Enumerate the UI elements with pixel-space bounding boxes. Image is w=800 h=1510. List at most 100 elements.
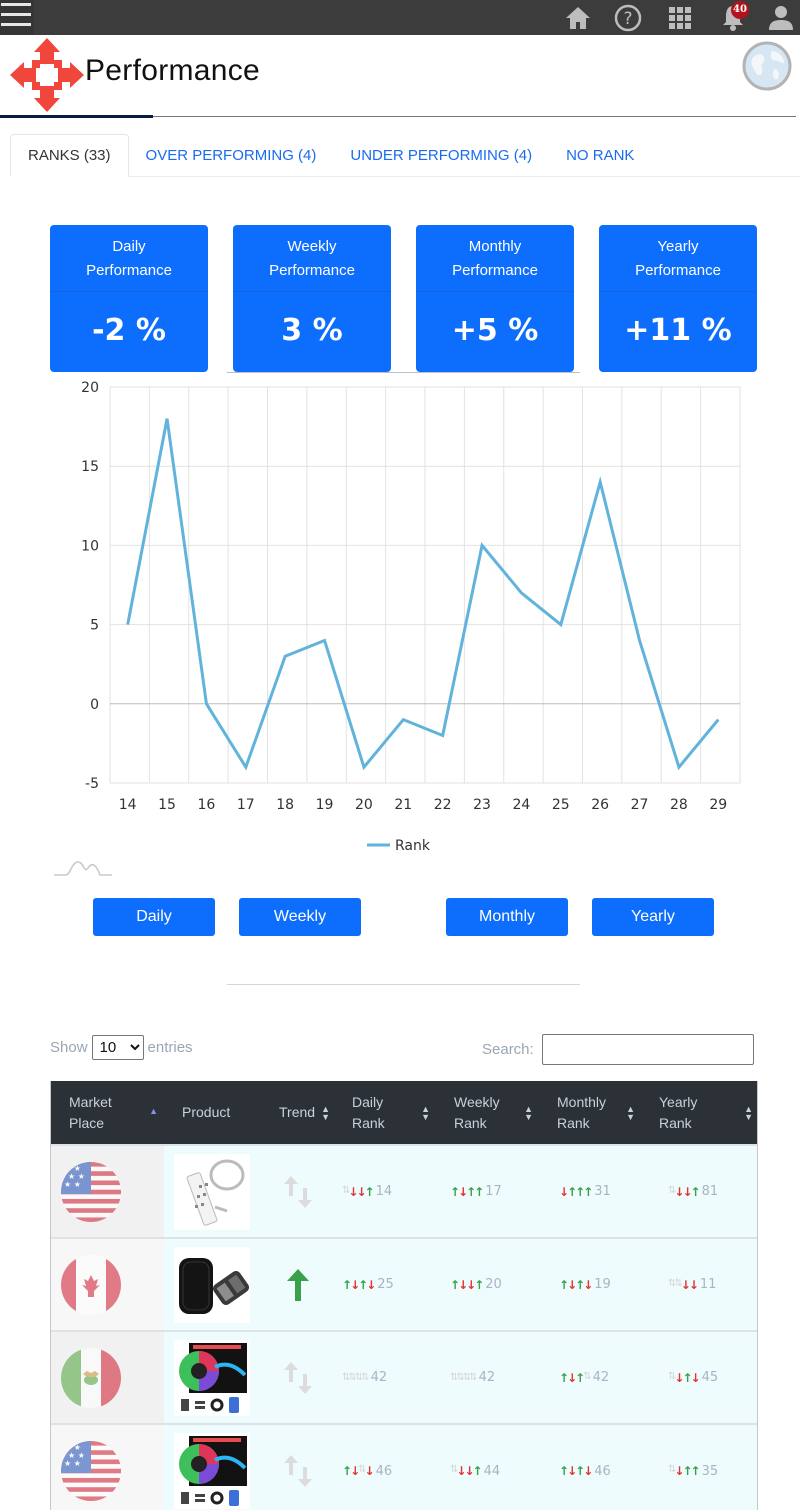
arrow-down-icon: ↓ bbox=[567, 1277, 577, 1292]
column-header-monthly-rank[interactable]: Monthly Rank ▲ ▼ bbox=[539, 1081, 641, 1145]
card-value: +11 % bbox=[624, 313, 732, 348]
search-input[interactable] bbox=[541, 1034, 754, 1065]
product-cell bbox=[164, 1238, 261, 1331]
arrow-up-icon: ↑ bbox=[682, 1370, 692, 1385]
sort-icon[interactable]: ▲ ▼ bbox=[321, 1103, 330, 1122]
four-way-arrow-logo[interactable] bbox=[10, 38, 84, 112]
weekly-button[interactable]: Weekly bbox=[239, 898, 361, 936]
column-header-label: Rank bbox=[352, 1114, 385, 1131]
column-header-weekly-rank[interactable]: Weekly Rank ▲ ▼ bbox=[436, 1081, 539, 1145]
table-row[interactable]: ★ ★ ★ ★ ★ ★ ↑ ↓ ⇅ ↓ 46 ⇅ ↓ ↓ ↑ 44 ↑ ↓ ↑ ↓ 46 ⇅ ↓ ↑ ↑ 35 bbox=[51, 1424, 757, 1510]
yearly-rank-cell: ⇅ ↓ ↓ ↑ 81 bbox=[641, 1145, 757, 1238]
svg-text:?: ? bbox=[623, 9, 632, 29]
column-header-label: Rank bbox=[454, 1114, 487, 1131]
monthly-rank-cell: ↓ ↑ ↑ ↑ 31 bbox=[539, 1145, 641, 1238]
trend-neutral-icon bbox=[261, 1360, 334, 1396]
card-value: -2 % bbox=[92, 313, 166, 348]
column-header-label: Monthly bbox=[557, 1093, 607, 1110]
notification-badge: 40 bbox=[731, 1, 749, 19]
arrow-down-icon: ↓ bbox=[356, 1184, 366, 1199]
x-tick-label: 28 bbox=[670, 797, 688, 813]
x-tick-label: 25 bbox=[552, 797, 570, 813]
card-subtitle: Performance bbox=[635, 262, 721, 279]
column-header-market-place[interactable]: Market Place ▲ bbox=[51, 1081, 164, 1145]
monthly-button[interactable]: Monthly bbox=[446, 898, 568, 936]
rank-value: 35 bbox=[701, 1463, 719, 1479]
tab-no-rank[interactable]: NO RANK bbox=[566, 147, 635, 164]
daily-button[interactable]: Daily bbox=[93, 898, 215, 936]
table-row[interactable]: ↑ ↓ ↑ ↓ 25 ↑ ↓ ↓ ↑ 20 ↑ ↓ ↑ ↓ 19 ⇅ ⇅ ↓ ↓ 11 bbox=[51, 1238, 757, 1331]
card-value: 3 % bbox=[281, 313, 343, 348]
entries-select[interactable]: 10 bbox=[91, 1034, 144, 1060]
rank-history-arrows: ⇅ ↓ ↑ ↑ bbox=[668, 1464, 701, 1478]
arrow-up-icon: ↑ bbox=[450, 1277, 460, 1292]
ranks-table: Market Place ▲ Product Trend ▲ ▼ Daily Rank ▲ ▼ Wee… bbox=[50, 1081, 758, 1510]
page-title: Performance bbox=[85, 54, 261, 87]
arrow-down-icon: ↓ bbox=[680, 1277, 691, 1292]
globe-icon[interactable] bbox=[742, 41, 792, 91]
rank-history-arrows: ⇅ ⇅ ↓ ↓ bbox=[668, 1277, 699, 1292]
apps-grid-icon[interactable] bbox=[666, 0, 694, 35]
arrow-down-icon: ↓ bbox=[350, 1464, 360, 1478]
sort-icon[interactable]: ▲ ▼ bbox=[421, 1103, 430, 1122]
rank-value: 46 bbox=[594, 1463, 611, 1479]
card-title: Yearly bbox=[657, 238, 699, 255]
series-line bbox=[126, 418, 720, 771]
rank-history-arrows: ↑ ↓ ↑ ↓ bbox=[559, 1277, 593, 1292]
column-header-label: Rank bbox=[557, 1114, 590, 1131]
sort-icon[interactable]: ▲ ▼ bbox=[744, 1103, 753, 1122]
rank-value: 81 bbox=[701, 1184, 719, 1199]
product-cell bbox=[164, 1424, 261, 1510]
arrow-up-icon: ↑ bbox=[575, 1277, 585, 1292]
arrow-down-icon: ↓ bbox=[466, 1277, 476, 1292]
arrow-up-icon: ↑ bbox=[342, 1464, 352, 1478]
arrow-down-icon: ↓ bbox=[674, 1184, 684, 1199]
arrow-up-icon: ↑ bbox=[575, 1184, 585, 1199]
arrow-down-icon: ↓ bbox=[674, 1370, 684, 1385]
arrow-updown-icon: ⇅ bbox=[668, 1184, 677, 1196]
arrow-updown-icon: ⇅ bbox=[450, 1464, 459, 1475]
tab-ranks[interactable]: RANKS (33) bbox=[10, 134, 129, 177]
x-tick-label: 15 bbox=[158, 797, 176, 813]
header-divider-accent bbox=[0, 115, 153, 118]
search-label: Search: bbox=[482, 1041, 534, 1058]
home-icon[interactable] bbox=[563, 0, 593, 35]
arrow-down-icon: ↓ bbox=[464, 1464, 474, 1478]
product-image-led-strip-lights[interactable] bbox=[174, 1433, 250, 1509]
help-icon[interactable]: ? bbox=[613, 0, 643, 35]
column-header-yearly-rank[interactable]: Yearly Rank ▲ ▼ bbox=[641, 1081, 757, 1145]
mexico-flag-icon bbox=[61, 1347, 121, 1408]
rank-value: 42 bbox=[592, 1370, 610, 1385]
rank-value: 44 bbox=[483, 1463, 501, 1479]
rank-history-arrows: ↓ ↑ ↑ ↑ bbox=[559, 1184, 593, 1199]
sort-icon[interactable]: ▲ ▼ bbox=[626, 1103, 635, 1122]
column-header-daily-rank[interactable]: Daily Rank ▲ ▼ bbox=[334, 1081, 436, 1145]
x-tick-label: 23 bbox=[473, 797, 491, 813]
product-image-led-strip-lights[interactable] bbox=[174, 1339, 250, 1416]
weekly-rank-cell: ⇅ ⇅ ⇅ ⇅ 42 bbox=[436, 1331, 539, 1424]
yearly-button[interactable]: Yearly bbox=[592, 898, 714, 936]
us-flag-icon: ★ ★ ★ ★ ★ ★ bbox=[61, 1441, 121, 1501]
menu-icon[interactable] bbox=[0, 0, 34, 35]
arrow-down-icon: ↓ bbox=[688, 1277, 699, 1292]
notifications-button[interactable]: 40 bbox=[716, 0, 750, 35]
trend-neutral-icon bbox=[261, 1174, 334, 1210]
user-icon[interactable] bbox=[766, 0, 796, 35]
table-row[interactable]: ★ ★ ★ ★ ★ ★ ⇅ ↓ ↓ ↑ 14 ↑ ↓ ↑ ↑ 17 ↓ ↑ ↑ ↑ 31 ⇅ ↓ ↓ ↑ 81 bbox=[51, 1145, 757, 1238]
product-image-electronics-case[interactable] bbox=[174, 1246, 250, 1323]
rank-tabs: RANKS (33) OVER PERFORMING (4) UNDER PER… bbox=[10, 134, 800, 177]
column-header-trend[interactable]: Trend ▲ ▼ bbox=[261, 1081, 334, 1145]
y-tick-label: -5 bbox=[85, 776, 99, 792]
daily-rank-cell: ↑ ↓ ↑ ↓ 25 bbox=[334, 1238, 436, 1331]
column-header-product[interactable]: Product bbox=[164, 1081, 261, 1145]
sort-icon[interactable]: ▲ ▼ bbox=[524, 1103, 533, 1122]
tab-over-performing[interactable]: OVER PERFORMING (4) bbox=[145, 147, 317, 164]
arrow-up-icon: ↑ bbox=[559, 1277, 569, 1292]
y-tick-label: 10 bbox=[81, 538, 99, 554]
arrow-updown-icon: ⇅ bbox=[450, 1372, 459, 1383]
sort-ascending-icon[interactable]: ▲ bbox=[149, 1106, 158, 1116]
product-image-power-strip[interactable] bbox=[174, 1153, 250, 1230]
table-row[interactable]: ⇅ ⇅ ⇅ ⇅ 42 ⇅ ⇅ ⇅ ⇅ 42 ↑ ↓ ↑ ⇅ 42 ⇅ ↓ ↑ ↓ 45 bbox=[51, 1331, 757, 1424]
card-title: Daily bbox=[112, 238, 146, 255]
tab-under-performing[interactable]: UNDER PERFORMING (4) bbox=[350, 147, 533, 164]
